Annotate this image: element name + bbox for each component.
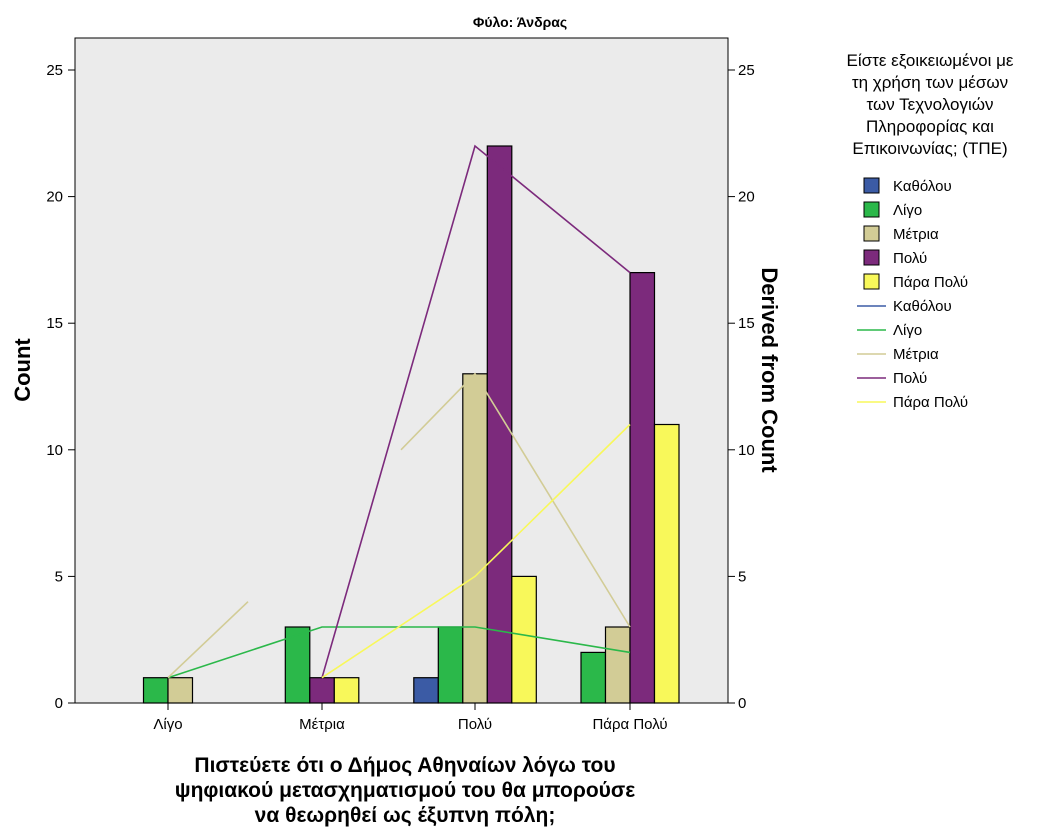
legend-label-bar: Πολύ <box>893 250 927 267</box>
lines-layer <box>167 144 631 679</box>
x-tick-label: Πολύ <box>458 716 492 733</box>
y-axis-title-left: Count <box>10 338 35 402</box>
y-tick-label-right: 15 <box>738 315 755 332</box>
bar-Λίγο-Πάρα Πολύ <box>580 651 607 704</box>
legend-swatch-bar <box>863 249 880 266</box>
y-tick-label-right: 0 <box>738 695 746 712</box>
bar-Μέτρια-Πολύ <box>462 373 488 704</box>
x-tick-label: Λίγο <box>153 716 182 733</box>
x-tick-label: Πάρα Πολύ <box>592 716 667 733</box>
y-axis-title-right: Derived from Count <box>757 267 782 473</box>
bar-Λίγο-Μέτρια <box>284 626 311 704</box>
legend-label-bar: Πάρα Πολύ <box>893 274 968 291</box>
legend-label-line: Μέτρια <box>893 346 939 363</box>
bar-Πάρα Πολύ-Μέτρια <box>333 677 360 704</box>
legend-label-line: Πολύ <box>893 370 927 387</box>
y-tick-label-right: 5 <box>738 568 746 585</box>
bar-Μέτρια-Λίγο <box>167 677 194 704</box>
y-tick-label-right: 10 <box>738 442 755 459</box>
legend-title-line-1: Είστε εξοικειωμένοι με <box>847 51 1014 70</box>
y-tick-label-left: 10 <box>46 442 63 459</box>
bar-Πολύ-Μέτρια <box>309 677 335 704</box>
legend-title-line-3: των Τεχνολογιών <box>866 95 993 114</box>
legend-label-bar: Λίγο <box>893 202 922 219</box>
legend-label-bar: Καθόλου <box>893 178 952 195</box>
legend: Καθόλου Λίγο Μέτρια Πολύ Πάρα Πολύ Καθόλου Λίγ… <box>857 177 968 411</box>
bar-Πολύ-Πολύ <box>486 145 513 704</box>
bar-Λίγο-Λίγο <box>142 677 169 704</box>
y-tick-label-left: 0 <box>55 695 63 712</box>
legend-label-line: Πάρα Πολύ <box>893 394 968 411</box>
x-axis-title-line-1: Πιστεύετε ότι ο Δήμος Αθηναίων λόγω του <box>194 754 615 777</box>
bar-Πάρα Πολύ-Πολύ <box>511 575 537 704</box>
x-axis-title-line-2: ψηφιακού μετασχηματισμού του θα μπορούσε <box>175 779 636 802</box>
legend-label-bar: Μέτρια <box>893 226 939 243</box>
legend-swatch-bar <box>863 177 880 194</box>
bar-Πολύ-Πάρα Πολύ <box>629 272 656 704</box>
chart-title: Φύλο: Άνδρας <box>473 14 567 30</box>
legend-title-line-5: Επικοινωνίας; (ΤΠΕ) <box>852 139 1007 158</box>
legend-label-line: Καθόλου <box>893 298 952 315</box>
legend-title-line-4: Πληροφορίας και <box>866 117 994 136</box>
bar-Λίγο-Πολύ <box>437 626 464 704</box>
line-Πολύ <box>321 144 631 678</box>
legend-label-line: Λίγο <box>893 322 922 339</box>
y-tick-label-right: 25 <box>738 62 755 79</box>
y-tick-label-right: 20 <box>738 189 755 206</box>
line-Πάρα Πολύ <box>321 423 631 679</box>
legend-swatch-bar <box>863 225 880 242</box>
x-axis-title-line-3: να θεωρηθεί ως έξυπνη πόλη; <box>255 804 556 827</box>
axes-layer: 0 0 5 5 10 10 15 15 20 20 25 25 Λίγο Μέτρια Πολύ Πάρα Π… <box>46 62 754 733</box>
legend-swatch-bar <box>863 273 880 290</box>
y-tick-label-left: 15 <box>46 315 63 332</box>
bar-Μέτρια-Πάρα Πολύ <box>604 626 631 704</box>
legend-title-line-2: τη χρήση των μέσων <box>852 73 1008 92</box>
y-tick-label-left: 5 <box>55 568 63 585</box>
line-Μέτρια <box>167 601 249 679</box>
line-Μέτρια-segment-2 <box>400 372 631 628</box>
y-tick-label-left: 25 <box>46 62 63 79</box>
bar-Πάρα Πολύ-Πάρα Πολύ <box>653 423 680 704</box>
bar-Καθόλου-Πολύ <box>413 677 439 704</box>
legend-swatch-bar <box>863 201 880 218</box>
y-tick-label-left: 20 <box>46 189 63 206</box>
plot-area <box>74 37 729 704</box>
x-tick-label: Μέτρια <box>299 716 345 733</box>
